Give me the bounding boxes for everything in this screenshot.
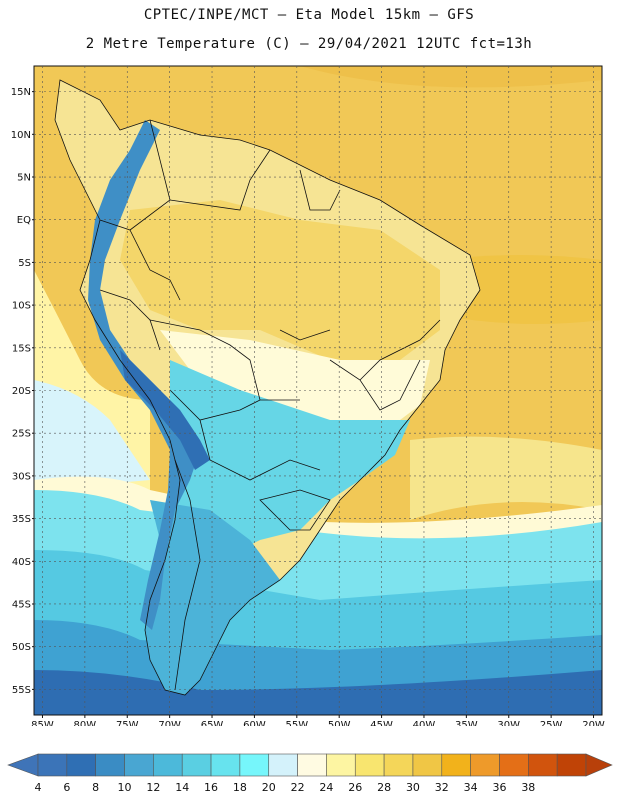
temperature-colorbar: 4 6 8 10 12 14 16 18 20 22 24 26 28 30 32 34 36 38 [7,753,613,794]
colorbar-tick-label: 22 [291,781,305,794]
altiplano-coldest [120,350,210,470]
lon-tick-label: 20W [582,720,605,726]
colorbar-swatch [499,753,529,777]
lat-tick-label: 25S [12,429,31,440]
lat-tick-label: 35S [12,514,31,525]
lon-tick-label: 35W [455,720,478,726]
colorbar-swatch [354,753,385,777]
colorbar-tick-label: 14 [175,781,189,794]
lon-tick-label: 70W [158,720,181,726]
chart-subtitle: 2 Metre Temperature (C) – 29/04/2021 12U… [85,36,533,52]
colorbar-tick-label: 28 [377,781,391,794]
colorbar-min-arrow [7,753,39,777]
colorbar-swatch [181,753,212,777]
lat-tick-label: 10N [11,130,31,141]
ocean-band-hot-2 [440,255,602,324]
lat-tick-label: 20S [12,386,31,397]
lat-tick-label: 10S [12,301,31,312]
lat-tick-label: 15S [12,343,31,354]
colorbar-tick-label: 16 [204,781,218,794]
patagonia-cold-region [145,500,280,695]
map-plot-area [34,66,602,715]
lat-tick-label: EQ [17,215,31,226]
colorbar-swatch [37,753,68,777]
colorbar-tick-label: 30 [406,781,420,794]
ocean-band-coldest [34,670,602,715]
lat-tick-label: 5S [18,258,31,269]
colorbar-tick-label: 8 [92,781,99,794]
colorbar-swatch [556,753,587,777]
lon-tick-label: 25W [540,720,563,726]
lon-tick-label: 55W [285,720,308,726]
colorbar-tick-label: 32 [435,781,449,794]
colorbar-swatch [470,753,500,777]
ocean-band-warm [410,436,602,520]
latitude-labels: 15N 10N 5N EQ 5S 10S 15S 20S 25S 30S 35S 40S 45S 50S 5… [11,87,34,696]
lon-tick-label: 85W [31,720,54,726]
country-borders [54,79,481,696]
lon-tick-label: 60W [243,720,266,726]
lon-tick-label: 75W [116,720,139,726]
colorbar-swatch [268,753,298,777]
colorbar-tick-label: 24 [319,781,333,794]
colorbar-tick-label: 36 [492,781,506,794]
lat-tick-label: 30S [12,471,31,482]
colorbar-swatch [66,753,96,777]
amazon-warm-region [120,200,440,360]
colorbar-tick-label: 4 [35,781,42,794]
colorbar-swatch [326,753,356,777]
colorbar-swatch [441,753,471,777]
lon-tick-label: 50W [328,720,351,726]
lon-tick-label: 80W [74,720,97,726]
lon-tick-label: 45W [370,720,393,726]
colorbar-swatch [210,753,241,777]
lon-tick-label: 30W [497,720,520,726]
chart-title: CPTEC/INPE/MCT – Eta Model 15km – GFS [143,7,475,23]
temperature-map: 15N 10N 5N EQ 5S 10S 15S 20S 25S 30S 35S 40S 45S 50S 5… [11,65,605,726]
ocean-band-cool [34,380,150,490]
colorbar-tick-label: 20 [262,781,276,794]
colorbar-swatch [528,753,558,777]
lat-tick-label: 40S [12,557,31,568]
colorbar-swatch [153,753,183,777]
colorbar-max-arrow [585,753,613,777]
colorbar-tick-label: 18 [233,781,247,794]
lat-tick-label: 45S [12,599,31,610]
graticule [34,66,602,715]
colorbar-swatch [412,753,443,777]
colorbar-swatch [383,753,414,777]
lat-tick-label: 15N [11,87,31,98]
colorbar-swatch [95,753,125,777]
colorbar-tick-label: 26 [348,781,362,794]
colorbar-tick-label: 12 [146,781,160,794]
lat-tick-label: 5N [17,173,31,184]
lon-tick-label: 65W [201,720,224,726]
colorbar-swatch [297,753,327,777]
ocean-band-hot [300,66,602,88]
colorbar-swatches [7,753,613,777]
lat-tick-label: 50S [12,642,31,653]
colorbar-tick-label: 6 [63,781,70,794]
central-mild-region [160,330,430,420]
lat-tick-label: 55S [12,685,31,696]
colorbar-swatch [124,753,154,777]
colorbar-swatch [239,753,270,777]
colorbar-labels: 4 6 8 10 12 14 16 18 20 22 24 26 28 30 32 34 36 38 [35,781,536,794]
colorbar-tick-label: 38 [521,781,535,794]
longitude-labels: 85W 80W 75W 70W 65W 60W 55W 50W 45W 40W 35W 30W 25W 2… [31,715,605,726]
colorbar-tick-label: 34 [464,781,478,794]
lon-tick-label: 40W [413,720,436,726]
colorbar-tick-label: 10 [118,781,132,794]
